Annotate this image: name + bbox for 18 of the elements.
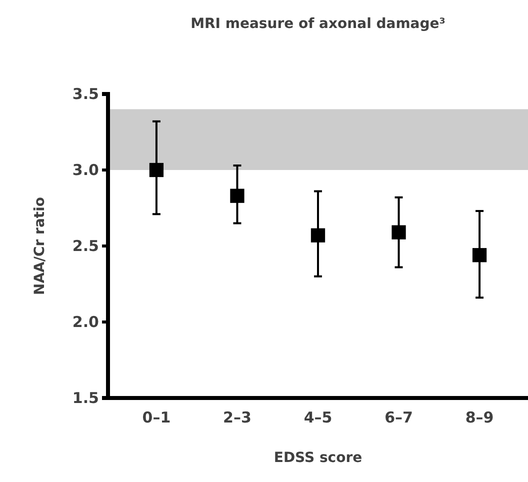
y-tick-label: 2.0 bbox=[72, 312, 99, 331]
x-tick-label: 0–1 bbox=[142, 408, 171, 427]
y-tick-label: 2.5 bbox=[72, 236, 99, 255]
y-tick-label: 3.5 bbox=[72, 84, 99, 103]
chart-title: MRI measure of axonal damage³ bbox=[190, 16, 446, 32]
y-tick-label: 3.0 bbox=[72, 160, 99, 179]
y-tick-label: 1.5 bbox=[72, 388, 99, 407]
x-axis-title: EDSS score bbox=[274, 450, 362, 466]
x-tick-label: 8–9 bbox=[465, 408, 494, 427]
point bbox=[230, 188, 244, 203]
x-tick-label: 6–7 bbox=[384, 408, 413, 427]
y-axis-title: NAA/Cr ratio bbox=[32, 196, 48, 296]
x-tick-label: 2–3 bbox=[223, 408, 252, 427]
point bbox=[392, 225, 406, 240]
x-tick-label: 4–5 bbox=[304, 408, 332, 427]
point bbox=[472, 248, 487, 262]
point bbox=[149, 162, 164, 178]
point bbox=[310, 228, 326, 242]
